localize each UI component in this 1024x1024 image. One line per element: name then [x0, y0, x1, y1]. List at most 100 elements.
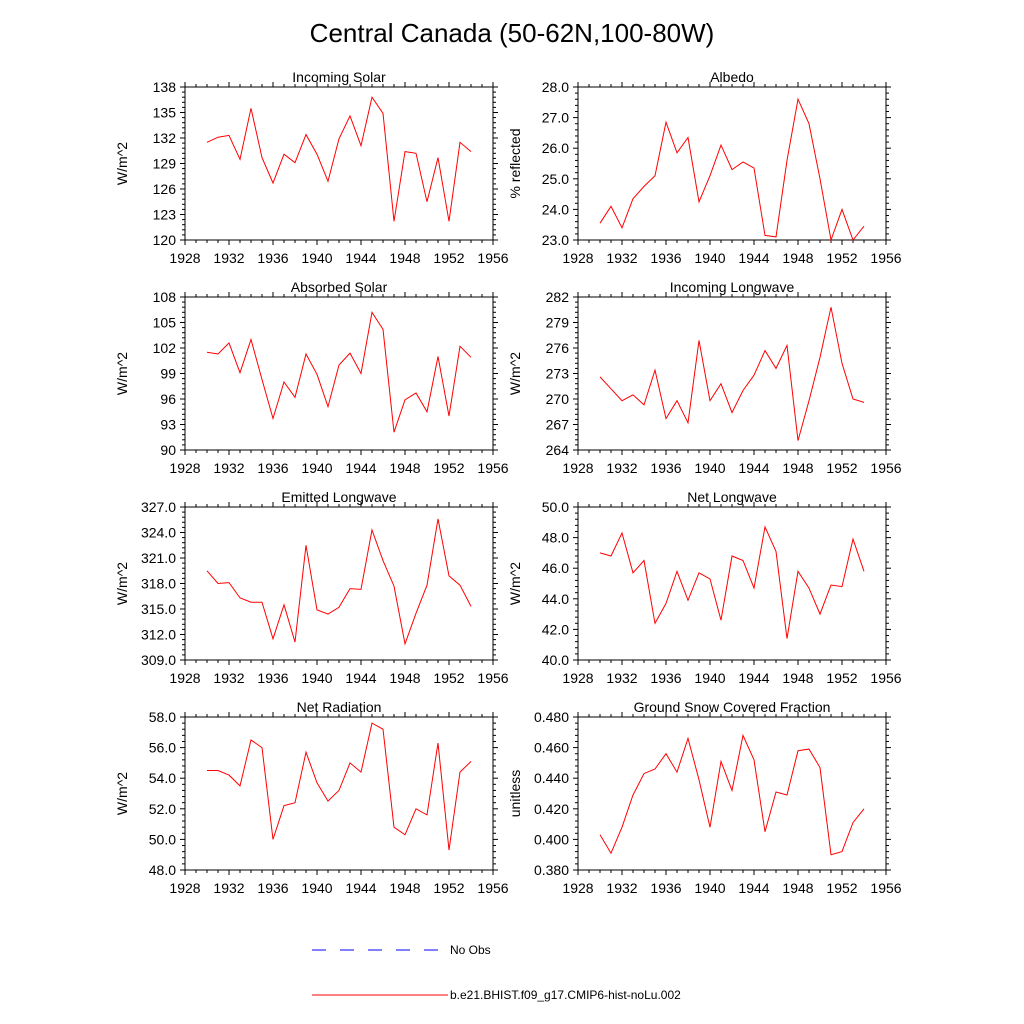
panel-title: Net Radiation [297, 699, 382, 715]
x-tick-label: 1944 [345, 460, 376, 476]
y-tick-label: 135 [153, 105, 177, 121]
series-line-net-longwave [599, 525, 865, 639]
y-axis-label: W/m^2 [114, 352, 130, 395]
y-tick-label: 120 [153, 232, 177, 248]
plot-frame [184, 296, 494, 451]
x-tick-label: 1956 [477, 250, 508, 266]
series-line-incoming-longwave [599, 307, 865, 441]
plot-frame [577, 86, 887, 241]
x-tick-label: 1944 [345, 250, 376, 266]
x-tick-label: 1944 [738, 670, 769, 686]
x-tick-label: 1932 [213, 880, 244, 896]
x-tick-label: 1952 [433, 880, 464, 896]
x-tick-label: 1952 [826, 880, 857, 896]
x-tick-label: 1948 [389, 460, 420, 476]
y-axis-label: W/m^2 [114, 142, 130, 185]
y-tick-label: 318.0 [141, 576, 176, 592]
panel-title: Albedo [710, 69, 754, 85]
y-tick-label: 324.0 [141, 525, 176, 541]
x-tick-label: 1928 [169, 880, 200, 896]
x-tick-label: 1936 [650, 460, 681, 476]
y-axis-label: W/m^2 [114, 562, 130, 605]
y-axis-label: unitless [507, 770, 523, 817]
y-tick-label: 52.0 [149, 801, 176, 817]
x-tick-label: 1944 [345, 880, 376, 896]
figure-title: Central Canada (50-62N,100-80W) [310, 18, 715, 48]
y-tick-label: 315.0 [141, 601, 176, 617]
x-tick-label: 1956 [477, 880, 508, 896]
x-tick-label: 1940 [301, 460, 332, 476]
y-tick-label: 327.0 [141, 499, 176, 515]
y-tick-label: 56.0 [149, 740, 176, 756]
panel-incoming-longwave: Incoming Longwave W/m^2 264 267 270 273 276 279… [507, 279, 902, 476]
x-tick-label: 1932 [606, 460, 637, 476]
y-tick-label: 123 [153, 207, 177, 223]
y-tick-label: 28.0 [542, 79, 569, 95]
x-tick-label: 1948 [389, 670, 420, 686]
x-tick-label: 1956 [870, 250, 901, 266]
series-line-ground-snow-covered-fraction [599, 733, 865, 856]
x-tick-label: 1956 [477, 460, 508, 476]
y-tick-label: 0.480 [534, 709, 569, 725]
x-tick-label: 1944 [738, 880, 769, 896]
x-tick-label: 1928 [562, 880, 593, 896]
y-tick-label: 24.0 [542, 201, 569, 217]
y-axis-label: W/m^2 [507, 562, 523, 605]
y-axis-label: W/m^2 [507, 352, 523, 395]
y-tick-label: 54.0 [149, 770, 176, 786]
y-tick-label: 40.0 [542, 652, 569, 668]
y-tick-label: 273 [546, 366, 570, 382]
legend-obs-label: No Obs [450, 943, 491, 957]
x-tick-label: 1944 [345, 670, 376, 686]
x-tick-label: 1940 [694, 460, 725, 476]
x-tick-label: 1928 [169, 250, 200, 266]
x-tick-label: 1932 [213, 670, 244, 686]
x-tick-label: 1948 [782, 670, 813, 686]
x-tick-label: 1952 [433, 250, 464, 266]
y-tick-label: 270 [546, 391, 570, 407]
x-tick-label: 1932 [213, 250, 244, 266]
y-tick-label: 58.0 [149, 709, 176, 725]
plot-frame [577, 296, 887, 451]
panel-title: Incoming Solar [292, 69, 386, 85]
x-tick-label: 1932 [606, 670, 637, 686]
panel-title: Incoming Longwave [670, 279, 795, 295]
x-tick-label: 1936 [650, 670, 681, 686]
y-tick-label: 99 [160, 366, 176, 382]
x-tick-label: 1928 [562, 250, 593, 266]
panel-absorbed-solar: Absorbed Solar W/m^2 90 93 96 99 102 105 108 1928… [114, 279, 509, 476]
y-tick-label: 93 [160, 417, 176, 433]
x-tick-label: 1952 [433, 460, 464, 476]
x-tick-label: 1940 [301, 670, 332, 686]
series-line-incoming-solar [206, 95, 472, 222]
panel-title: Emitted Longwave [281, 489, 396, 505]
y-tick-label: 96 [160, 391, 176, 407]
panel-albedo: Albedo % reflected 23.0 24.0 25.0 26.0 27.0 28.… [507, 69, 902, 266]
legend: No Obs b.e21.BHIST.f09_g17.CMIP6-hist-no… [312, 943, 681, 1002]
plot-frame [577, 506, 887, 661]
panel-ground-snow-covered-fraction: Ground Snow Covered Fraction unitless 0.38… [507, 699, 902, 896]
y-tick-label: 102 [153, 340, 177, 356]
plot-frame [577, 716, 887, 871]
y-tick-label: 276 [546, 340, 570, 356]
x-tick-label: 1936 [650, 250, 681, 266]
y-tick-label: 279 [546, 315, 570, 331]
x-tick-label: 1952 [433, 670, 464, 686]
x-tick-label: 1940 [301, 250, 332, 266]
legend-model-label: b.e21.BHIST.f09_g17.CMIP6-hist-noLu.002 [450, 988, 681, 1002]
chart-panels: Incoming Solar W/m^2 120 123 126 129 132 135 138… [114, 69, 902, 896]
y-tick-label: 48.0 [149, 862, 176, 878]
y-tick-label: 312.0 [141, 627, 176, 643]
x-tick-label: 1948 [389, 250, 420, 266]
x-tick-label: 1948 [782, 880, 813, 896]
x-tick-label: 1936 [257, 880, 288, 896]
x-tick-label: 1944 [738, 250, 769, 266]
panel-incoming-solar: Incoming Solar W/m^2 120 123 126 129 132 135 138… [114, 69, 509, 266]
y-tick-label: 0.460 [534, 740, 569, 756]
x-tick-label: 1956 [477, 670, 508, 686]
y-tick-label: 132 [153, 130, 177, 146]
y-tick-label: 105 [153, 315, 177, 331]
y-tick-label: 50.0 [149, 831, 176, 847]
y-tick-label: 46.0 [542, 560, 569, 576]
